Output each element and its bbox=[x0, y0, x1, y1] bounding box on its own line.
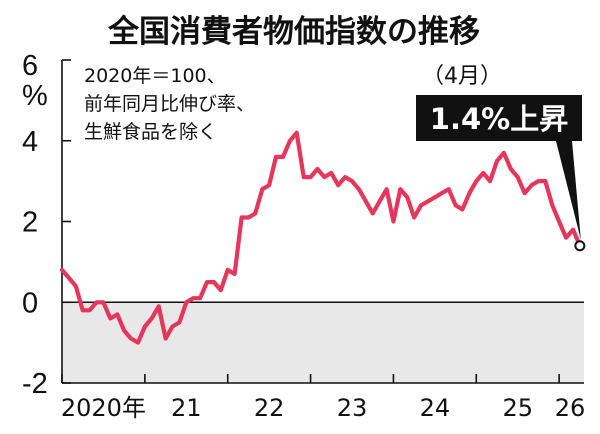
y-tick-label: 6 bbox=[22, 50, 38, 82]
plot-area bbox=[61, 60, 584, 384]
callout-month-label: （4月） bbox=[422, 64, 502, 89]
y-tick-label: 2 bbox=[22, 207, 38, 239]
x-tick-label: 26 bbox=[555, 394, 586, 422]
note-line-yoy: 前年同月比伸び率、 bbox=[84, 93, 255, 115]
x-tick-label: 21 bbox=[171, 394, 202, 422]
latest-value-callout: （4月） 1.4%上昇 bbox=[416, 64, 582, 240]
x-tick-label: 22 bbox=[254, 394, 285, 422]
callout-box bbox=[416, 95, 582, 141]
chart-notes: 2020年＝100、 前年同月比伸び率、 生鮮食品を除く bbox=[84, 65, 255, 143]
note-line-excluding: 生鮮食品を除く bbox=[84, 121, 217, 143]
x-tick-label: 23 bbox=[337, 394, 368, 422]
chart-title: 全国消費者物価指数の推移 bbox=[107, 14, 480, 50]
series-layer bbox=[59, 130, 586, 345]
note-line-base: 2020年＝100、 bbox=[84, 65, 226, 87]
callout-pointer bbox=[556, 141, 581, 240]
y-tick-label: 0 bbox=[22, 287, 38, 319]
x-tick-label: 25 bbox=[502, 394, 533, 422]
y-tick-label: -2 bbox=[22, 368, 48, 400]
y-axis-ticks: -2 0 2 4 6 bbox=[22, 50, 71, 400]
x-tick-label: 2020年 bbox=[61, 394, 146, 422]
negative-region-shade bbox=[62, 302, 584, 383]
y-unit-label: % bbox=[22, 80, 48, 112]
x-tick-label: 24 bbox=[420, 394, 451, 422]
cpi-series-line bbox=[59, 130, 583, 345]
callout-value-label: 1.4%上昇 bbox=[430, 102, 568, 136]
y-tick-label: 4 bbox=[22, 126, 38, 158]
x-axis-ticks: 2020年 21 22 23 24 25 26 bbox=[61, 374, 585, 422]
latest-point-marker bbox=[574, 240, 586, 252]
